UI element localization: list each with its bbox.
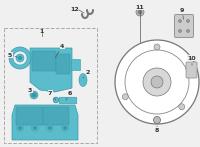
Text: 11: 11 xyxy=(136,5,144,13)
Text: 9: 9 xyxy=(180,7,184,19)
Ellipse shape xyxy=(79,74,87,86)
FancyBboxPatch shape xyxy=(186,62,197,78)
Circle shape xyxy=(179,30,182,32)
Circle shape xyxy=(32,125,38,132)
Text: 4: 4 xyxy=(55,44,64,58)
Circle shape xyxy=(179,104,185,110)
Circle shape xyxy=(154,117,160,123)
Circle shape xyxy=(18,56,22,60)
Circle shape xyxy=(186,30,190,32)
Text: 2: 2 xyxy=(83,70,90,78)
Bar xyxy=(4,28,97,143)
Circle shape xyxy=(54,98,58,101)
Circle shape xyxy=(143,68,171,96)
Circle shape xyxy=(13,51,27,65)
FancyBboxPatch shape xyxy=(32,51,56,71)
Circle shape xyxy=(179,20,182,22)
Polygon shape xyxy=(30,48,72,92)
Circle shape xyxy=(16,54,24,62)
FancyBboxPatch shape xyxy=(16,107,43,125)
Text: 8: 8 xyxy=(155,126,159,132)
Circle shape xyxy=(186,20,190,22)
Circle shape xyxy=(151,76,163,88)
Circle shape xyxy=(62,125,68,132)
Circle shape xyxy=(30,91,38,99)
Circle shape xyxy=(18,127,22,130)
Text: 7: 7 xyxy=(48,91,56,100)
Circle shape xyxy=(32,93,36,97)
Text: 12: 12 xyxy=(71,6,79,11)
Text: 3: 3 xyxy=(28,87,34,95)
Circle shape xyxy=(115,40,199,124)
Circle shape xyxy=(154,44,160,50)
Circle shape xyxy=(136,8,144,16)
Text: 10: 10 xyxy=(188,56,196,65)
Circle shape xyxy=(138,10,142,14)
Circle shape xyxy=(53,97,59,103)
Circle shape xyxy=(46,125,54,132)
Circle shape xyxy=(48,127,52,130)
FancyBboxPatch shape xyxy=(56,54,70,74)
Text: 1: 1 xyxy=(40,29,44,34)
Circle shape xyxy=(16,125,24,132)
FancyBboxPatch shape xyxy=(43,107,69,125)
FancyBboxPatch shape xyxy=(72,60,80,71)
FancyBboxPatch shape xyxy=(59,97,77,104)
Text: 5: 5 xyxy=(8,52,17,57)
Circle shape xyxy=(64,127,66,130)
Text: 6: 6 xyxy=(66,91,72,100)
Circle shape xyxy=(122,94,128,100)
Polygon shape xyxy=(12,105,78,140)
Circle shape xyxy=(9,47,31,69)
Circle shape xyxy=(34,127,36,130)
FancyBboxPatch shape xyxy=(174,15,194,37)
